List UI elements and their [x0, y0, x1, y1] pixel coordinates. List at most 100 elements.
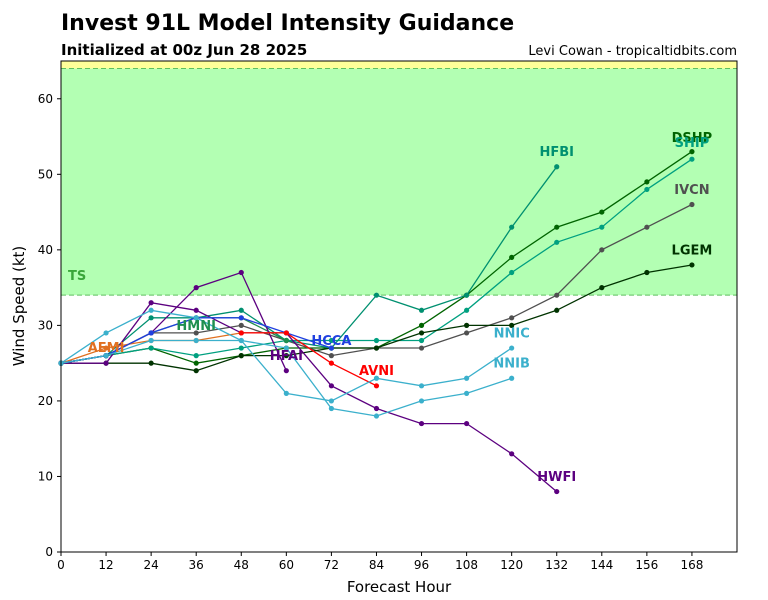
data-point-lgem — [373, 345, 380, 351]
data-point-nnic — [148, 307, 154, 313]
data-point-nnic — [328, 398, 334, 404]
y-tick-label: 20 — [38, 394, 53, 408]
data-point-nnib — [418, 398, 425, 404]
y-tick-label: 40 — [38, 243, 53, 257]
y-axis-label: Wind Speed (kt) — [10, 246, 28, 367]
x-tick-label: 84 — [369, 558, 384, 572]
model-label-ship: SHIP — [675, 136, 710, 151]
x-tick-label: 60 — [279, 558, 294, 572]
model-label-dshp: DSHP — [672, 131, 713, 146]
data-point-hfai — [283, 368, 289, 374]
data-point-hcca — [148, 330, 154, 336]
data-point-ship — [644, 186, 650, 193]
x-axis-label: Forecast Hour — [347, 578, 452, 596]
data-point-ivcn — [464, 330, 470, 336]
data-point-lgem — [148, 360, 154, 366]
model-label-avni: AVNI — [359, 364, 394, 379]
x-tick-label: 108 — [455, 558, 478, 572]
data-point-hcca — [328, 345, 334, 351]
data-point-lgem — [283, 353, 289, 359]
data-point-lgem — [644, 269, 650, 276]
x-tick-label: 168 — [680, 558, 703, 572]
data-point-ship — [509, 269, 515, 276]
data-point-hfai — [238, 269, 244, 276]
data-point-ship — [193, 353, 199, 359]
series-line-hfbi — [60, 166, 558, 364]
model-label-aemi: AEMI — [88, 341, 125, 356]
band-label-ts: TS — [68, 269, 86, 284]
model-label-hcca: HCCA — [311, 334, 351, 349]
data-point-ivcn — [599, 247, 605, 253]
data-point-hfbi — [148, 315, 154, 321]
series-line-avni — [241, 332, 377, 387]
data-point-hcca — [238, 315, 244, 321]
data-point-avni — [328, 360, 334, 366]
x-tick-label: 132 — [545, 558, 568, 572]
model-label-ivcn: IVCN — [674, 183, 709, 198]
data-point-lgem — [509, 322, 515, 328]
data-point-hwfi — [509, 451, 515, 457]
data-point-ivcn — [644, 224, 650, 230]
model-label-lgem: LGEM — [672, 243, 713, 258]
data-point-nnib — [103, 353, 109, 359]
data-point-ivcn — [238, 322, 244, 328]
data-point-hfbi — [373, 292, 380, 298]
data-point-hfbi — [418, 307, 425, 313]
x-tick-label: 144 — [590, 558, 613, 572]
data-point-ship — [238, 345, 244, 351]
y-tick-label: 10 — [38, 469, 53, 483]
data-point-hmni — [283, 337, 289, 344]
data-point-hwfi — [103, 360, 109, 366]
data-point-nnic — [509, 345, 515, 351]
data-point-nnib — [193, 337, 199, 344]
data-point-lgem — [238, 353, 244, 359]
data-point-ivcn — [509, 315, 515, 321]
chart-subtitle: Initialized at 00z Jun 28 2025 — [61, 41, 307, 59]
x-tick-label: 156 — [635, 558, 658, 572]
data-point-lgem — [193, 368, 199, 374]
data-point-dshp — [689, 149, 695, 155]
intensity-bands: TS — [61, 61, 737, 296]
y-tick-label: 0 — [45, 545, 53, 559]
model-label-hfai: HFAI — [270, 349, 303, 364]
data-point-avni — [373, 383, 380, 389]
data-point-ship — [689, 156, 695, 162]
data-point-nnib — [464, 390, 470, 396]
model-label-hwfi: HWFI — [537, 470, 576, 485]
data-point-aemi — [103, 345, 109, 351]
data-point-ivcn — [689, 201, 695, 208]
data-point-hwfi — [418, 420, 425, 427]
data-point-dshp — [554, 224, 560, 230]
data-point-nnib — [238, 337, 244, 344]
data-point-dshp — [418, 322, 425, 328]
model-label-nnib: NNIB — [493, 357, 530, 372]
data-point-nnic — [103, 330, 109, 336]
data-point-hfbi — [464, 292, 470, 298]
data-point-lgem — [418, 330, 425, 336]
y-tick-label: 50 — [38, 167, 53, 181]
data-point-dshp — [509, 254, 515, 260]
data-point-hwfi — [554, 488, 560, 495]
data-point-ivcn — [554, 292, 560, 298]
data-point-nnic — [418, 383, 425, 389]
x-tick-label: 24 — [143, 558, 158, 572]
data-point-lgem — [689, 262, 695, 268]
band-ts — [61, 68, 737, 296]
x-tick-label: 0 — [57, 558, 65, 572]
x-tick-label: 120 — [500, 558, 523, 572]
data-point-dshp — [644, 179, 650, 185]
data-point-hfbi — [509, 224, 515, 230]
series-points — [58, 149, 695, 495]
band-upper-1 — [61, 61, 737, 69]
data-point-nnib — [148, 337, 154, 344]
data-point-nnic — [373, 375, 380, 381]
x-tick-label: 96 — [414, 558, 429, 572]
data-point-hfbi — [238, 307, 244, 313]
model-label-nnic: NNIC — [494, 326, 530, 341]
data-point-avni — [283, 330, 289, 336]
y-tick-label: 60 — [38, 92, 53, 106]
model-label-hmni: HMNI — [176, 319, 216, 334]
data-point-nnic — [464, 375, 470, 381]
data-point-dshp — [193, 360, 199, 366]
